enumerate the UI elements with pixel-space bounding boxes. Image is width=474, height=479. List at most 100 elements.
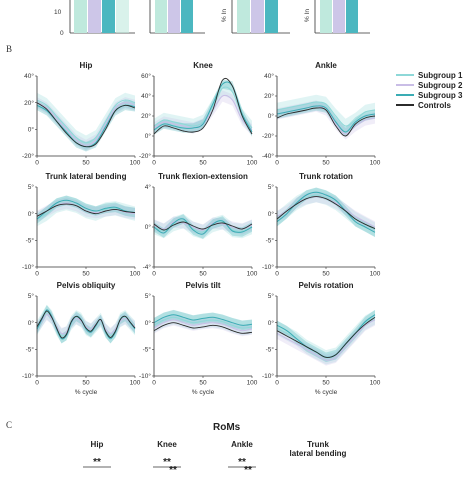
x-tick-label: 0 (35, 160, 39, 167)
x-tick-label: 0 (35, 271, 39, 278)
y-tick-label: 40° (24, 72, 34, 80)
y-tick-label: 40° (264, 72, 274, 80)
top-ylabel-4: % In (304, 9, 311, 22)
x-tick-label: 0 (152, 380, 156, 387)
panel-8: Pelvis rotation 5° 0° -5° -10°0 50 100 % cycle (262, 281, 381, 396)
x-tick-label: 50 (82, 380, 90, 387)
x-tick-label: 0 (275, 160, 279, 167)
line-subgroup-1 (153, 86, 253, 129)
panel-0: Hip 40° 20° 0° -20°0 50 100 (22, 61, 141, 167)
top-bar-13 (346, 0, 358, 33)
y-tick-label: -4° (143, 263, 152, 271)
section-c-label: C (6, 420, 12, 430)
y-tick-label: -20° (139, 152, 151, 160)
y-tick-label: 4° (145, 183, 152, 191)
y-tick-label: -5° (266, 346, 275, 354)
roms-column-label: Hip (91, 440, 104, 449)
x-tick-label: 100 (130, 380, 141, 387)
significance-mark: ** (238, 457, 246, 468)
y-tick-label: 20° (24, 99, 34, 107)
y-tick-label: -10° (139, 372, 151, 380)
significance-mark: ** (163, 457, 171, 468)
band-subgroup-3 (37, 195, 135, 224)
band-subgroup-2 (277, 314, 375, 366)
line-subgroup-3 (153, 218, 253, 235)
y-tick-label: 0° (145, 132, 152, 140)
top-bar-11 (320, 0, 332, 33)
legend-label: Subgroup 1 (418, 71, 463, 80)
x-tick-label: 100 (370, 160, 381, 167)
y-tick-label: 20° (141, 112, 151, 120)
panel-2: Ankle 40° 20° 0° -20° -40°0 50 100 (262, 61, 381, 167)
x-tick-label: 0 (35, 380, 39, 387)
x-tick-label: 100 (130, 160, 141, 167)
y-tick-label: 0° (268, 112, 275, 120)
panel-7: Pelvis tilt 5° 0° -5° -10°0 50 100 % cycle (139, 281, 258, 396)
x-tick-label: 100 (247, 271, 258, 278)
y-tick-label: -10° (22, 372, 34, 380)
line-subgroup-3 (36, 199, 136, 220)
band-subgroup-1 (154, 80, 252, 136)
line-subgroup-2 (153, 319, 253, 332)
line-controls (36, 102, 136, 148)
line-subgroup-3 (153, 314, 253, 326)
top-bar-1 (74, 0, 87, 33)
y-tick-label: -10° (262, 372, 274, 380)
y-tick-label: -5° (143, 346, 152, 354)
x-tick-label: 50 (82, 271, 90, 278)
panel-title: Trunk flexion-extension (158, 172, 248, 181)
line-controls (36, 203, 136, 217)
panel-title: Knee (193, 61, 213, 70)
significance-mark: ** (244, 465, 252, 474)
y-tick-label: 5° (145, 292, 152, 300)
y-tick-label: 20° (264, 92, 274, 100)
band-subgroup-2 (37, 97, 135, 151)
panel-1: Knee 60° 40° 20° 0° -20°0 50 100 (139, 61, 258, 167)
x-tick-label: 0 (275, 380, 279, 387)
y-tick-label: 5° (268, 292, 275, 300)
top-bar-4 (116, 0, 129, 33)
top-bar-12 (333, 0, 345, 33)
line-subgroup-2 (276, 319, 376, 361)
band-subgroup-1 (277, 310, 375, 365)
y-tick-label: 60° (141, 72, 151, 80)
line-controls (153, 221, 253, 231)
line-controls (36, 310, 136, 339)
x-tick-label: 50 (322, 271, 330, 278)
line-controls (153, 322, 253, 334)
x-axis-label: % cycle (192, 389, 215, 396)
panel-5: Trunk rotation 5° 0° -5° -10°0 50 100 (262, 172, 381, 278)
x-tick-label: 0 (275, 271, 279, 278)
x-tick-label: 100 (370, 380, 381, 387)
band-subgroup-2 (154, 314, 252, 337)
legend-label: Subgroup 3 (418, 91, 463, 100)
y-tick-label: 40° (141, 92, 151, 100)
panel-title: Hip (80, 61, 93, 70)
line-subgroup-2 (36, 102, 136, 146)
section-b-label: B (6, 44, 12, 54)
y-tick-label: 0° (268, 210, 275, 218)
panel-6: Pelvis obliquity 5° 0° -5° -10°0 50 100 % cycle (22, 281, 141, 396)
top-ylabel-3: % In (221, 9, 228, 22)
y-tick-label: 0° (28, 126, 35, 134)
roms-column-label: Ankle (231, 440, 253, 449)
line-controls (276, 107, 376, 137)
y-tick-label: 0° (28, 319, 35, 327)
roms-column-label: lateral bending (290, 449, 347, 458)
y-tick-label: 0° (28, 210, 35, 218)
panel-title: Pelvis tilt (185, 281, 220, 290)
roms-column-label: Trunk (307, 440, 329, 449)
legend-label: Subgroup 2 (418, 81, 463, 90)
band-subgroup-2 (154, 90, 252, 136)
x-axis-label: % cycle (315, 389, 338, 396)
y-tick-label: -10° (262, 263, 274, 271)
x-tick-label: 0 (152, 160, 156, 167)
x-tick-label: 50 (199, 160, 207, 167)
panel-3: Trunk lateral bending 5° 0° -5° -10°0 50 100 (22, 172, 141, 278)
x-tick-label: 100 (247, 380, 258, 387)
panel-title: Trunk lateral bending (46, 172, 127, 181)
